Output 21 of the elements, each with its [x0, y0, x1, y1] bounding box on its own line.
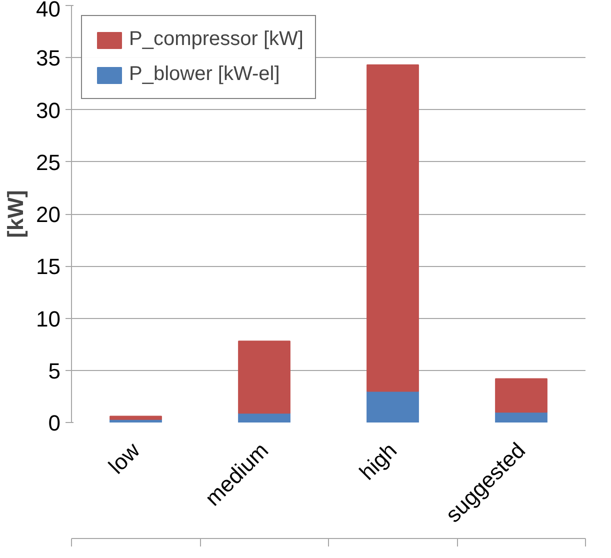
bar [366, 64, 419, 392]
y-tick-label: 35 [36, 46, 61, 71]
bar [495, 412, 548, 422]
y-tick-label: 40 [36, 0, 61, 22]
y-axis-title: [kW] [3, 190, 28, 238]
legend-label: P_compressor [kW] [129, 28, 304, 51]
y-tick-label: 25 [36, 150, 61, 175]
y-tick-label: 10 [36, 306, 61, 332]
y-tick-label: 20 [36, 202, 61, 227]
y-tick-label: 30 [36, 98, 61, 123]
y-tick-label: 5 [48, 358, 61, 384]
bar [238, 412, 290, 422]
bar [366, 390, 419, 422]
bar [238, 340, 290, 414]
y-tick-label: 15 [36, 254, 61, 280]
y-tick-label: 0 [48, 410, 61, 436]
x-tick-label: high [354, 438, 402, 485]
bar [110, 416, 162, 420]
legend-label: P_blower [kW-el] [129, 63, 280, 86]
bar [495, 378, 548, 413]
x-tick-label: low [104, 438, 145, 479]
